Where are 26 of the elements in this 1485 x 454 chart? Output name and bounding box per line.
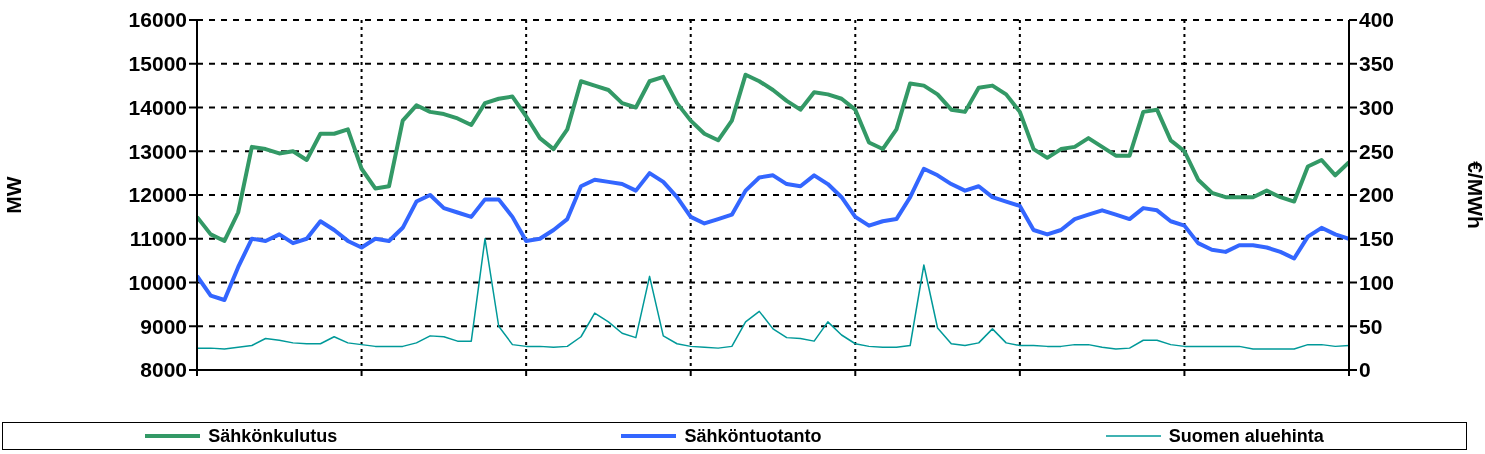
y-tick-label: 10000 (128, 270, 187, 294)
legend-label: Sähköntuotanto (684, 425, 822, 447)
y2-tick-label: 250 (1359, 139, 1395, 163)
line-series (197, 166, 1349, 302)
y2-tick-label: 0 (1359, 358, 1371, 382)
y2-tick-label: 150 (1359, 227, 1395, 251)
y2-axis-title: €/MWh (1463, 161, 1485, 229)
line-series (197, 238, 1349, 350)
y-tick-label: 15000 (128, 52, 187, 76)
y-tick-label: 14000 (128, 95, 187, 119)
y2-tick-label: 100 (1359, 270, 1395, 294)
y-tick-label: 13000 (128, 139, 187, 163)
y-tick-label: 16000 (128, 8, 187, 32)
y-axis-title: MW (2, 176, 26, 214)
y2-tick-label: 200 (1359, 183, 1395, 207)
y2-tick-label: 50 (1359, 314, 1383, 338)
y-tick-label: 9000 (140, 314, 187, 338)
legend-label: Sähkönkulutus (208, 425, 338, 447)
y-tick-label: 11000 (129, 227, 187, 251)
y2-tick-label: 400 (1359, 8, 1395, 32)
legend-label: Suomen aluehinta (1168, 425, 1324, 447)
y2-tick-label: 350 (1359, 52, 1395, 76)
y2-tick-label: 300 (1359, 95, 1395, 119)
y-tick-label: 8000 (140, 358, 187, 382)
y-tick-label: 12000 (128, 183, 187, 207)
line-series (197, 72, 1349, 243)
